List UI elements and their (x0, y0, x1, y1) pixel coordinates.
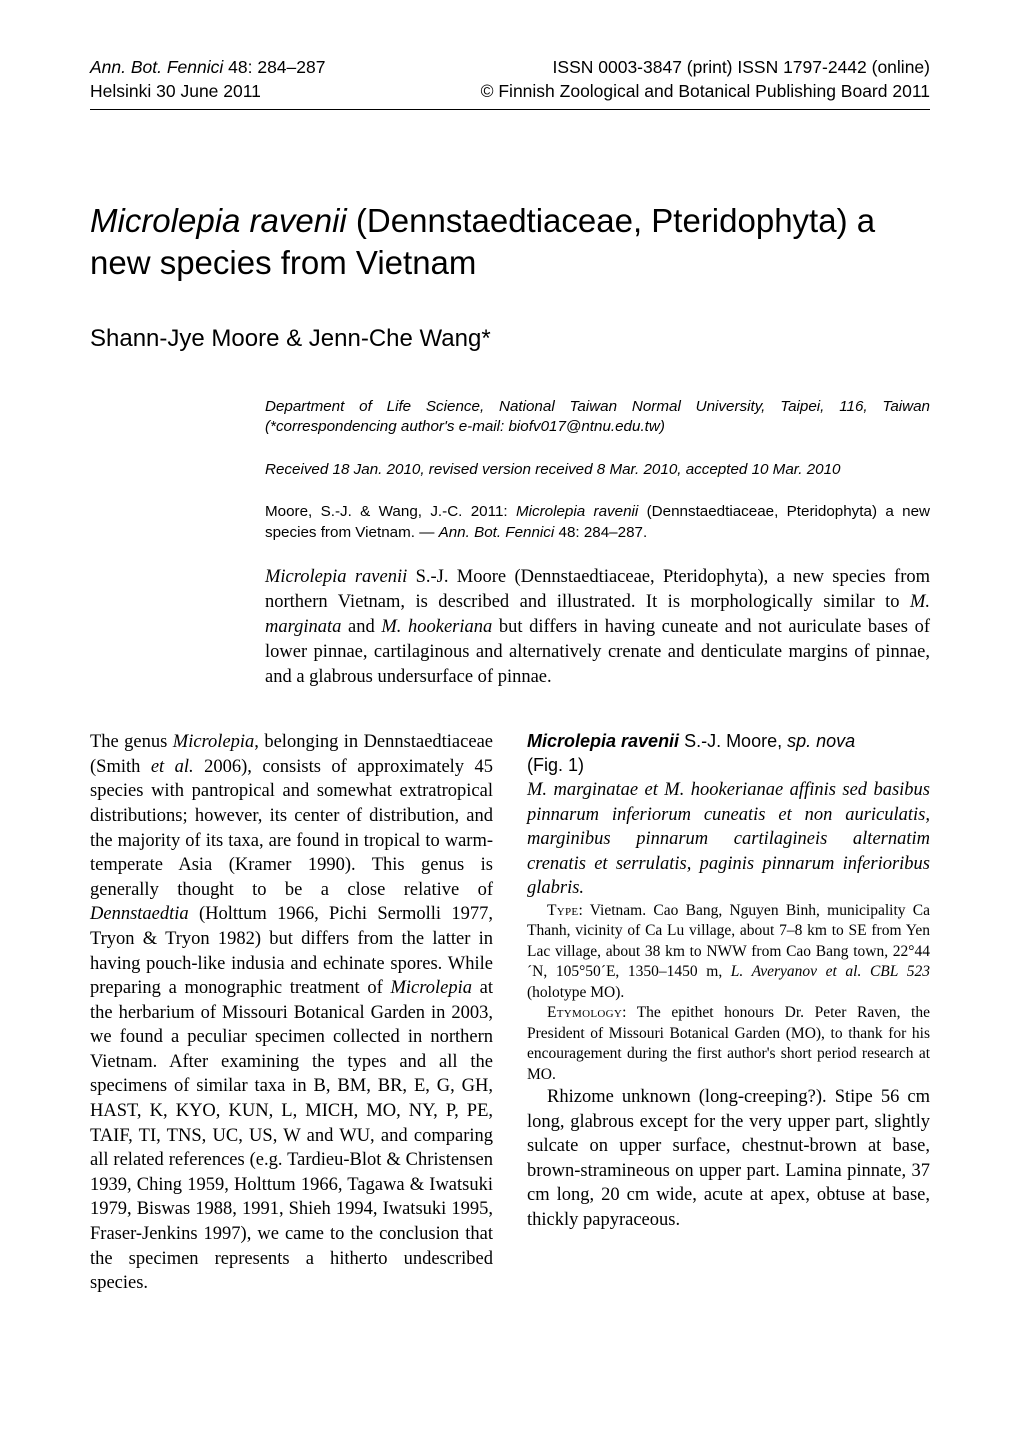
type-paragraph: Type: Vietnam. Cao Bang, Nguyen Binh, mu… (527, 901, 930, 1003)
type-label: Type (547, 902, 578, 919)
running-header: Ann. Bot. Fennici 48: 284–287 Helsinki 3… (90, 56, 930, 103)
meta-block: Department of Life Science, National Tai… (265, 397, 930, 690)
intro-genus3: Microlepia (390, 978, 472, 998)
abstract-taxon1: Microlepia ravenii (265, 567, 407, 587)
issn-line: ISSN 0003-3847 (print) ISSN 1797-2442 (o… (481, 56, 930, 80)
heading-taxon: Microlepia ravenii (527, 731, 679, 751)
volume-pages: 48: 284–287 (223, 57, 325, 77)
type-post: (holotype MO). (527, 984, 624, 1001)
journal-abbrev: Ann. Bot. Fennici (90, 57, 223, 77)
article-title: Microlepia ravenii (Dennstaedtiaceae, Pt… (90, 200, 930, 283)
intro-paragraph: The genus Microlepia, belonging in Denns… (90, 730, 493, 1296)
title-italic-taxon: Microlepia ravenii (90, 202, 347, 239)
intro-a: The genus (90, 732, 173, 752)
citation-post: 48: 284–287. (554, 524, 647, 541)
citation-taxon: Microlepia ravenii (516, 503, 638, 520)
figure-reference: (Fig. 1) (527, 754, 930, 778)
header-rule (90, 109, 930, 110)
citation-journal: Ann. Bot. Fennici (439, 524, 555, 541)
journal-title-line: Ann. Bot. Fennici 48: 284–287 (90, 56, 325, 80)
author-line: Shann-Jye Moore & Jenn-Che Wang* (90, 325, 930, 353)
received-dates: Received 18 Jan. 2010, revised version r… (265, 460, 930, 481)
intro-e: at the herbarium of Missouri Botanical G… (90, 978, 493, 1293)
place-date: Helsinki 30 June 2011 (90, 80, 325, 104)
affiliation: Department of Life Science, National Tai… (265, 397, 930, 438)
latin-diagnosis: M. marginatae et M. hookerianae affinis … (527, 778, 930, 901)
etymology-paragraph: Etymology: The epithet honours Dr. Peter… (527, 1003, 930, 1085)
intro-c: 2006), consists of approximately 45 spec… (90, 757, 493, 900)
abstract-t2: and (341, 617, 381, 637)
self-citation: Moore, S.-J. & Wang, J.-C. 2011: Microle… (265, 502, 930, 543)
intro-etal: et al. (151, 757, 194, 777)
description-paragraph: Rhizome unknown (long-creeping?). Stipe … (527, 1085, 930, 1233)
heading-spnova: sp. nova (787, 731, 855, 751)
body-columns: The genus Microlepia, belonging in Denns… (90, 730, 930, 1296)
header-right: ISSN 0003-3847 (print) ISSN 1797-2442 (o… (481, 56, 930, 103)
abstract-taxon3: M. hookeriana (381, 617, 492, 637)
header-left: Ann. Bot. Fennici 48: 284–287 Helsinki 3… (90, 56, 325, 103)
taxon-heading: Microlepia ravenii S.-J. Moore, sp. nova (527, 730, 930, 754)
type-collector: L. Averyanov et al. CBL 523 (731, 963, 930, 980)
citation-pre: Moore, S.-J. & Wang, J.-C. 2011: (265, 503, 516, 520)
heading-author: S.-J. Moore, (679, 731, 787, 751)
intro-genus2: Dennstaedtia (90, 904, 189, 924)
etymology-label: Etymology (547, 1004, 622, 1021)
intro-genus1: Microlepia (173, 732, 255, 752)
abstract: Microlepia ravenii S.-J. Moore (Dennstae… (265, 565, 930, 690)
copyright-line: © Finnish Zoological and Botanical Publi… (481, 80, 930, 104)
